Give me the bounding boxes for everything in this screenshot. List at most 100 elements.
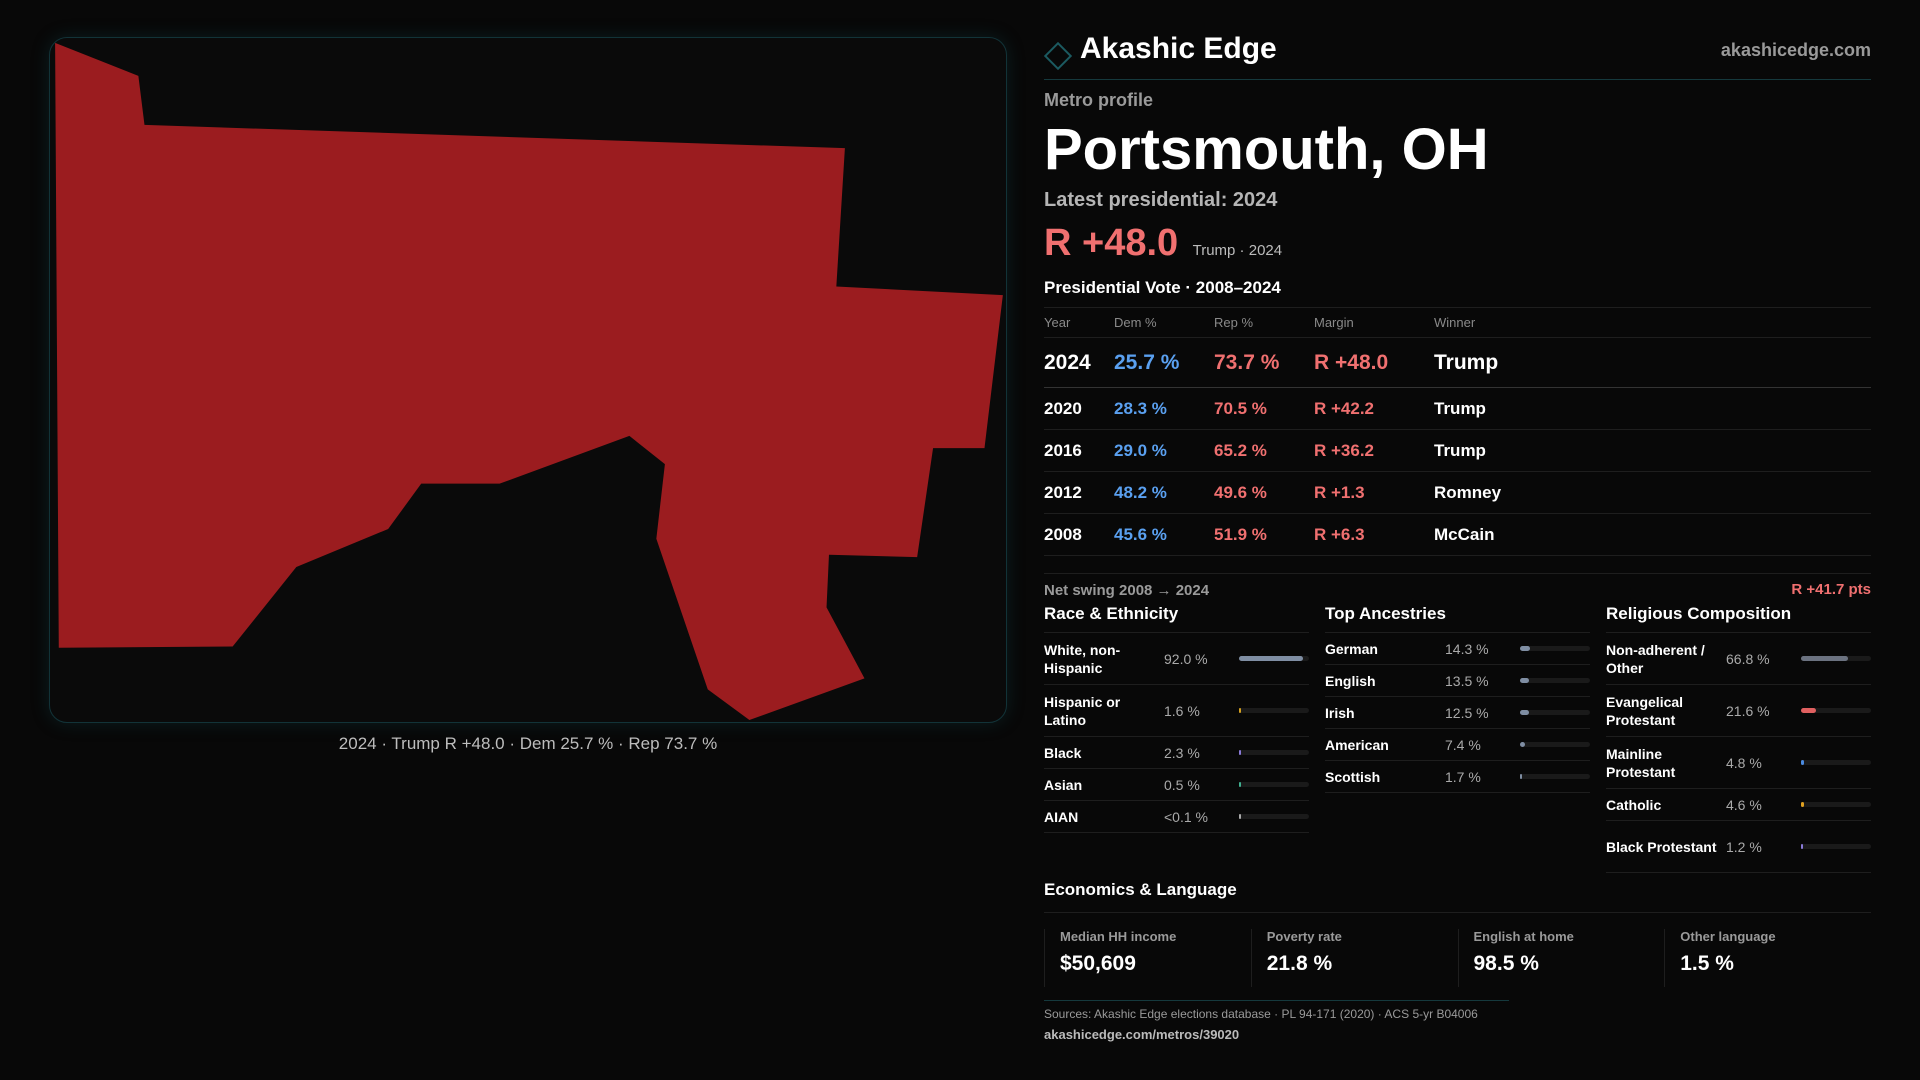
cell-year: 2008 (1044, 513, 1114, 556)
religion-value: 21.6 % (1726, 702, 1770, 719)
race-bar-fill (1239, 814, 1241, 819)
race-bar (1239, 814, 1309, 819)
ancestry-bar-fill (1520, 774, 1522, 779)
cell-winner: Trump (1434, 429, 1871, 472)
ancestry-value: 7.4 % (1445, 736, 1481, 753)
vote-row: 2008 45.6 % 51.9 % R +6.3 McCain (1044, 513, 1871, 556)
ancestry-row: American 7.4 % (1325, 729, 1590, 761)
cell-rep: 70.5 % (1214, 387, 1314, 430)
cell-rep: 49.6 % (1214, 471, 1314, 514)
ancestry-bar-fill (1520, 742, 1526, 747)
religion-label: Non-adherent / Other (1606, 641, 1705, 676)
margin-value: R +48.0 (1044, 222, 1179, 264)
econ-stat: English at home 98.5 % (1457, 929, 1665, 987)
ancestry-label: Irish (1325, 704, 1355, 721)
race-row: Hispanic or Latino 1.6 % (1044, 685, 1309, 737)
religion-bar (1801, 760, 1871, 765)
religion-value: 4.8 % (1726, 754, 1762, 771)
ancestry-section: Top Ancestries German 14.3 % English 13.5 % I… (1325, 600, 1590, 793)
cell-rep: 51.9 % (1214, 513, 1314, 556)
col-dem: Dem % (1114, 307, 1214, 338)
ancestry-value: 13.5 % (1445, 672, 1489, 689)
ancestry-bar (1520, 710, 1590, 715)
margin-sub: Trump · 2024 (1192, 242, 1283, 259)
race-row: White, non-Hispanic 92.0 % (1044, 633, 1309, 685)
page-title: Portsmouth, OH (1044, 117, 1489, 182)
vote-row: 2016 29.0 % 65.2 % R +36.2 Trump (1044, 429, 1871, 472)
ancestry-row: Scottish 1.7 % (1325, 761, 1590, 793)
ancestry-bar-fill (1520, 710, 1529, 715)
race-label: Hispanic or Latino (1044, 693, 1121, 728)
stat-label: English at home (1473, 929, 1574, 944)
cell-year: 2020 (1044, 387, 1114, 430)
col-margin: Margin (1314, 307, 1434, 338)
religion-bar-fill (1801, 760, 1805, 765)
religion-value: 66.8 % (1726, 650, 1770, 667)
religion-label: Catholic (1606, 796, 1662, 813)
vote-row: 2012 48.2 % 49.6 % R +1.3 Romney (1044, 471, 1871, 514)
religion-bar (1801, 802, 1871, 807)
brand-name: Akashic Edge (1080, 32, 1277, 65)
race-label: AIAN (1044, 808, 1079, 825)
ancestry-label: English (1325, 672, 1376, 689)
stat-label: Poverty rate (1266, 929, 1342, 944)
ancestry-bar (1520, 678, 1590, 683)
kicker: Metro profile (1044, 90, 1154, 110)
ancestry-label: German (1325, 640, 1378, 657)
religion-value: 1.2 % (1726, 838, 1762, 855)
vote-row: 2024 25.7 % 73.7 % R +48.0 Trump (1044, 337, 1871, 388)
site-link[interactable]: akashicedge.com (1720, 40, 1871, 60)
religion-row: Mainline Protestant 4.8 % (1606, 737, 1871, 789)
religion-bar (1801, 656, 1871, 661)
econ-stat: Median HH income $50,609 (1044, 929, 1251, 987)
ancestry-bar (1520, 774, 1590, 779)
cell-dem: 45.6 % (1114, 513, 1214, 556)
econ-title: Economics & Language (1044, 880, 1871, 913)
ancestry-title: Top Ancestries (1325, 600, 1590, 633)
ancestry-label: American (1325, 736, 1389, 753)
econ-stat: Poverty rate 21.8 % (1250, 929, 1458, 987)
cell-margin: R +6.3 (1314, 513, 1434, 556)
econ-section: Economics & Language Median HH income $50… (1044, 880, 1871, 987)
race-value: 1.6 % (1164, 702, 1200, 719)
religion-value: 4.6 % (1726, 796, 1762, 813)
ancestry-value: 1.7 % (1445, 768, 1481, 785)
diamond-logo-icon (1043, 41, 1073, 71)
stat-value: 21.8 % (1266, 952, 1333, 975)
religion-bar-fill (1801, 844, 1803, 849)
metro-url[interactable]: akashicedge.com/metros/39020 (1044, 1027, 1240, 1042)
race-bar (1239, 782, 1309, 787)
race-value: 92.0 % (1164, 650, 1208, 667)
cell-year: 2016 (1044, 429, 1114, 472)
latest-margin: R +48.0 Trump · 2024 (1044, 222, 1282, 265)
cell-winner: Trump (1434, 337, 1871, 388)
race-bar (1239, 750, 1309, 755)
race-bar (1239, 656, 1309, 661)
votes-title: Presidential Vote · 2008–2024 (1044, 278, 1281, 297)
footer: Sources: Akashic Edge elections database… (1044, 1000, 1509, 1042)
ancestry-row: German 14.3 % (1325, 633, 1590, 665)
race-bar-fill (1239, 708, 1241, 713)
ancestry-bar (1520, 742, 1590, 747)
cell-winner: McCain (1434, 513, 1871, 556)
race-row: AIAN <0.1 % (1044, 801, 1309, 833)
col-winner: Winner (1434, 307, 1871, 338)
race-value: 0.5 % (1164, 776, 1200, 793)
stat-label: Median HH income (1060, 929, 1177, 944)
map-card (49, 37, 1007, 723)
race-bar (1239, 708, 1309, 713)
race-label: Black (1044, 744, 1082, 761)
cell-dem: 25.7 % (1114, 337, 1214, 388)
cell-dem: 28.3 % (1114, 387, 1214, 430)
race-row: Black 2.3 % (1044, 737, 1309, 769)
vote-row: 2020 28.3 % 70.5 % R +42.2 Trump (1044, 387, 1871, 430)
cell-margin: R +42.2 (1314, 387, 1434, 430)
race-title: Race & Ethnicity (1044, 600, 1309, 633)
religion-title: Religious Composition (1606, 600, 1871, 633)
cell-dem: 48.2 % (1114, 471, 1214, 514)
latest-label: Latest presidential: 2024 (1044, 189, 1278, 211)
stat-label: Other language (1680, 929, 1776, 944)
race-section: Race & Ethnicity White, non-Hispanic 92.0 … (1044, 600, 1309, 833)
sources: Sources: Akashic Edge elections database… (1044, 1007, 1478, 1021)
cell-winner: Trump (1434, 387, 1871, 430)
